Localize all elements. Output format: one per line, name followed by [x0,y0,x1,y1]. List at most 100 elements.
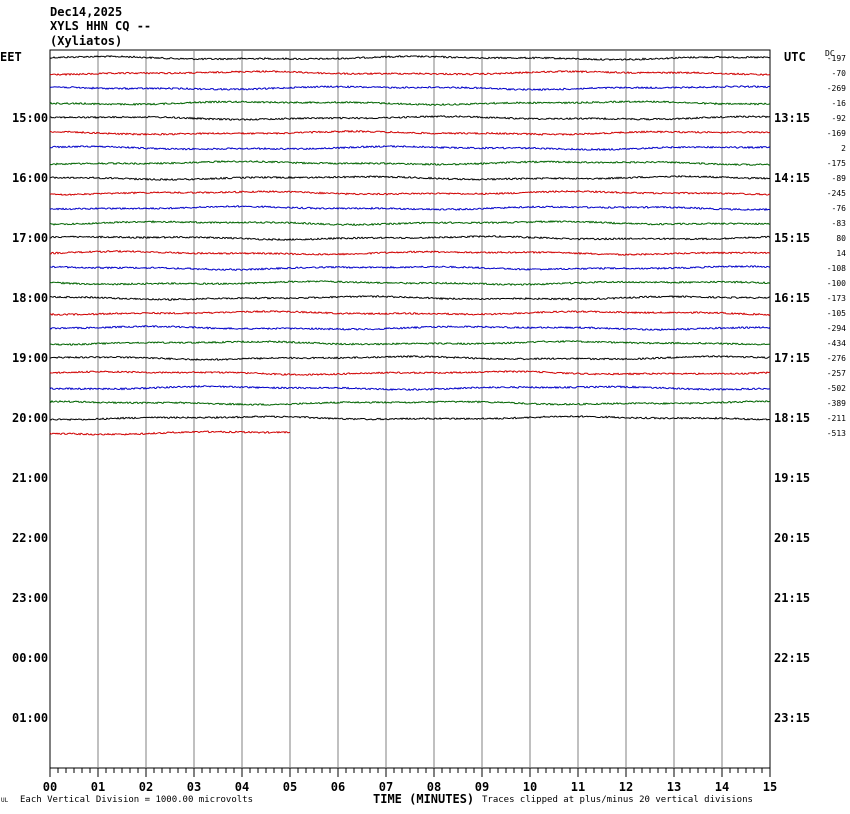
trace-line [49,175,771,182]
seismic-traces [49,55,771,436]
dc-offset-value: -276 [827,354,846,363]
x-tick-label: 13 [667,780,681,794]
x-tick-label: 05 [283,780,297,794]
trace-line [49,160,771,166]
dc-offset-value: -92 [832,114,847,123]
left-hour-label: 17:00 [12,231,49,245]
left-axis-title: EET [0,50,22,64]
x-tick-label: 04 [235,780,249,794]
header-location: (Xyliatos) [50,34,123,48]
right-hour-label: 16:15 [774,291,811,305]
x-tick-label: 09 [475,780,489,794]
trace-line [49,415,771,421]
dc-offset-value: -257 [827,369,846,378]
trace-line [49,325,771,331]
right-hour-label: 17:15 [774,351,811,365]
trace-line [49,370,771,376]
dc-offset-value: -197 [827,54,846,63]
x-tick-label: 11 [571,780,585,794]
right-hour-label: 19:15 [774,471,811,485]
trace-line [49,430,291,436]
x-tick-label: 15 [763,780,777,794]
trace-line [49,100,771,106]
dc-offset-value: -83 [832,219,847,228]
trace-line [49,354,771,361]
trace-line [49,115,771,121]
trace-line [49,55,771,61]
right-hour-label: 18:15 [774,411,811,425]
dc-offset-value: -76 [832,204,847,213]
trace-line [49,234,771,242]
trace-line [49,70,771,77]
x-axis-label: TIME (MINUTES) [373,792,475,806]
x-tick-label: 14 [715,780,729,794]
trace-line [49,309,771,317]
dc-offset-value: -294 [827,324,846,333]
x-tick-label: 10 [523,780,537,794]
dc-offset-value: -513 [827,429,846,438]
trace-line [49,85,771,91]
header-station: XYLS HHN CQ -- [50,19,152,33]
right-hour-label: 21:15 [774,591,811,605]
dc-offset-value: -269 [827,84,846,93]
trace-line [49,384,771,391]
header-date: Dec14,2025 [50,5,123,19]
dc-offset-value: -245 [827,189,846,198]
trace-line [49,339,771,346]
left-hour-label: 01:00 [12,711,49,725]
x-tick-label: 02 [139,780,153,794]
trace-line [49,129,771,136]
dc-offset-value: -502 [827,384,846,393]
plot-frame [49,49,771,769]
corner-mark: UL [1,797,9,804]
trace-line [49,295,771,301]
dc-offset-value: -211 [827,414,846,423]
trace-line [49,265,771,271]
dc-offset-value: -434 [827,339,846,348]
clip-note: Traces clipped at plus/minus 20 vertical… [482,795,753,805]
dc-offset-value: 2 [841,144,846,153]
dc-offset-value: -100 [827,279,846,288]
right-hour-label: 14:15 [774,171,811,185]
left-hour-label: 16:00 [12,171,49,185]
dc-offset-column: -197 -70 -269 -16 -92 -169 2 -175 -89 -245 -76 -83 8… [827,54,846,438]
trace-line [49,399,771,406]
dc-offset-value: 14 [836,249,846,258]
dc-offset-value: -389 [827,399,846,408]
dc-offset-value: -105 [827,309,846,318]
dc-offset-value: -175 [827,159,846,168]
left-hour-label: 18:00 [12,291,49,305]
x-tick-label: 03 [187,780,201,794]
dc-offset-value: -16 [832,99,847,108]
dc-title: DC [825,49,835,58]
grid-lines [49,49,771,769]
trace-line [49,205,771,212]
left-hour-label: 21:00 [12,471,49,485]
right-hour-label: 23:15 [774,711,811,725]
left-hour-label: 19:00 [12,351,49,365]
x-tick-label: 07 [379,780,393,794]
dc-offset-value: -89 [832,174,847,183]
dc-offset-value: -173 [827,294,846,303]
trace-line [49,189,771,196]
right-hour-label: 15:15 [774,231,811,245]
dc-offset-value: -169 [827,129,846,138]
left-hour-label: 00:00 [12,651,49,665]
left-hour-label: 23:00 [12,591,49,605]
x-tick-label: 06 [331,780,345,794]
time-axis: 00 01 02 03 04 05 06 07 08 09 10 11 12 13 14 15 [43,768,777,794]
dc-offset-value: -70 [832,69,847,78]
right-hour-label: 20:15 [774,531,811,545]
x-tick-label: 12 [619,780,633,794]
right-hour-label: 13:15 [774,111,811,125]
dc-offset-value: -108 [827,264,846,273]
trace-line [49,249,771,257]
right-axis-title: UTC [784,50,806,64]
x-tick-label: 00 [43,780,57,794]
trace-line [49,144,771,152]
right-hour-label: 22:15 [774,651,811,665]
left-hour-label: 20:00 [12,411,49,425]
x-tick-label: 01 [91,780,105,794]
left-hour-label: 15:00 [12,111,49,125]
trace-line [49,220,771,226]
